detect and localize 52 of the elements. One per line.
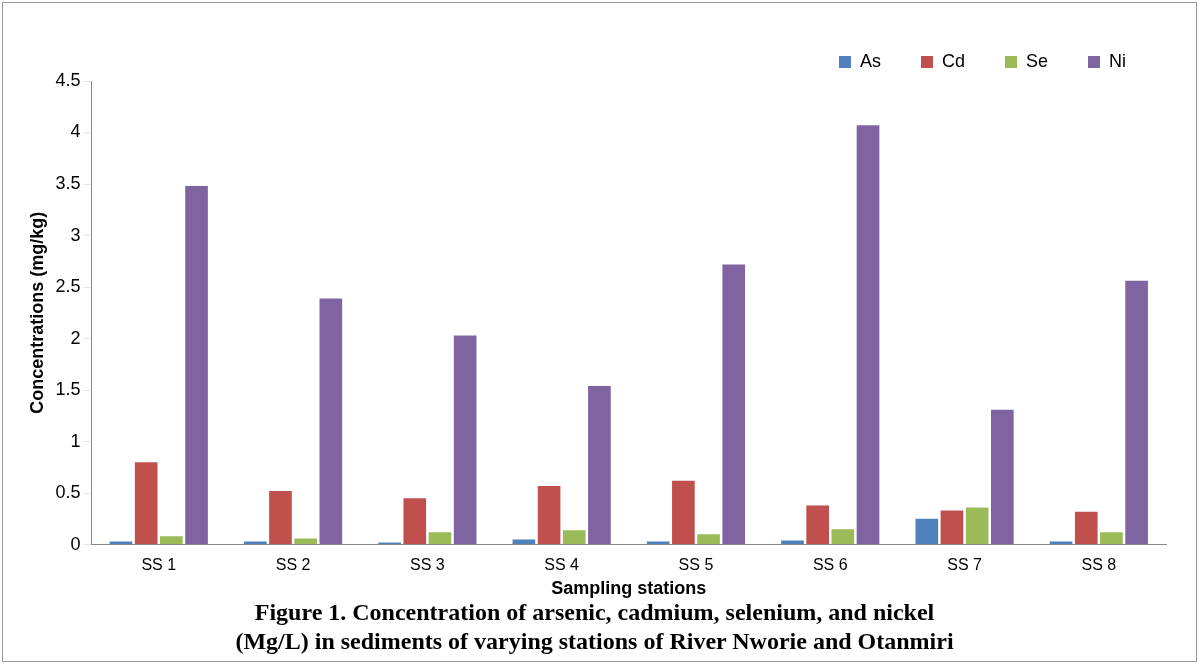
bar: [294, 538, 317, 545]
bar: [319, 298, 343, 545]
y-tick-label: 0.5: [55, 482, 81, 503]
bar: [722, 264, 746, 545]
bar: [806, 505, 829, 545]
y-tick-label: 3: [70, 224, 81, 245]
y-tick-label: 1: [70, 430, 81, 451]
bar: [990, 409, 1014, 545]
bar: [1125, 280, 1148, 545]
x-tick-label: SS 5: [678, 555, 714, 573]
text: Figure 1. Concentration of arsenic, cadmium, selenium, and nickel (Mg/L) in sediments of varying stations of River Nworie and Otanmiri: [235, 599, 954, 654]
bar: [134, 462, 158, 545]
legend-label: Se: [1025, 50, 1049, 71]
bar: [672, 480, 695, 545]
bar: [160, 536, 183, 545]
x-tick-label: SS 3: [410, 555, 445, 573]
bar: [697, 534, 720, 545]
bar: [562, 530, 586, 545]
x-tick-label: SS 8: [1081, 555, 1117, 573]
y-tick-label: 2: [70, 327, 81, 348]
legend-label: As: [859, 50, 881, 71]
bar: [781, 540, 804, 545]
bar: [537, 485, 561, 545]
bar: [1074, 511, 1098, 545]
bar: [965, 507, 989, 545]
y-axis-title: Concentrations (mg/kg): [26, 211, 47, 414]
legend-label: Ni: [1109, 50, 1126, 71]
x-tick-label: SS 1: [141, 555, 177, 573]
bar: [940, 510, 964, 545]
bar: [269, 491, 292, 545]
bar: [856, 125, 880, 545]
bar: [831, 529, 855, 545]
y-tick-label: 1.5: [55, 379, 81, 400]
x-tick-label: SS 2: [275, 555, 311, 573]
y-tick-label: 2.5: [55, 276, 81, 297]
bar: [512, 539, 536, 545]
bar: [588, 385, 611, 545]
x-tick-label: SS 7: [947, 555, 982, 573]
bar: [403, 498, 427, 545]
bar: [1100, 532, 1123, 545]
bar: [185, 186, 208, 545]
legend-label: Cd: [941, 50, 965, 71]
y-tick-label: 0: [70, 533, 81, 554]
y-tick-label: 3.5: [55, 172, 81, 193]
y-tick-label: 4: [70, 121, 81, 142]
bar: [428, 532, 452, 545]
y-tick-label: 4.5: [55, 69, 81, 90]
x-tick-label: SS 6: [812, 555, 848, 573]
x-tick-label: SS 4: [544, 555, 580, 573]
x-axis-title: Sampling stations: [551, 577, 707, 598]
bar: [915, 518, 939, 545]
bar: [453, 335, 477, 545]
